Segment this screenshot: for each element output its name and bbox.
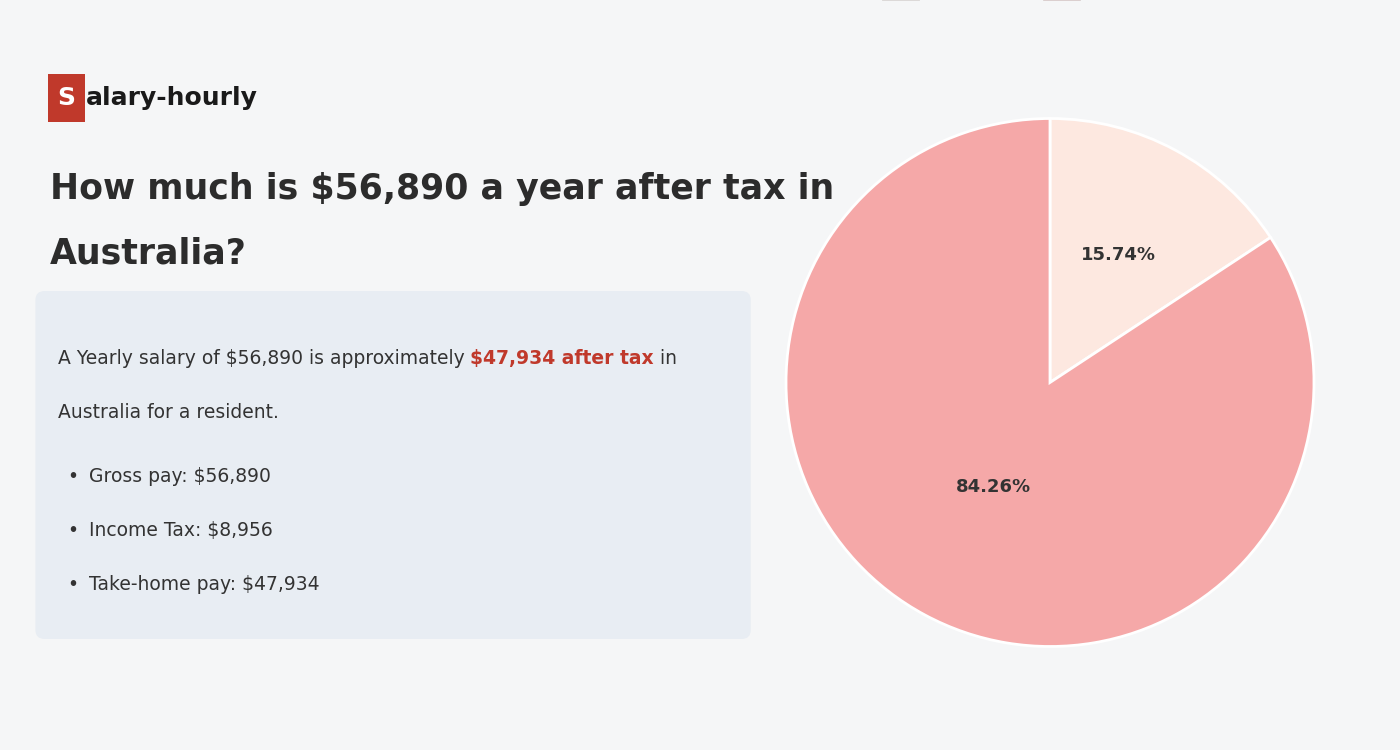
Text: •: • (67, 575, 78, 594)
Wedge shape (785, 118, 1315, 646)
Legend: Income Tax, Take-home Pay: Income Tax, Take-home Pay (876, 0, 1224, 7)
Text: Gross pay: $56,890: Gross pay: $56,890 (88, 467, 270, 486)
Text: A Yearly salary of $56,890 is approximately: A Yearly salary of $56,890 is approximat… (57, 349, 470, 368)
Text: Australia for a resident.: Australia for a resident. (57, 404, 279, 422)
Text: 15.74%: 15.74% (1081, 246, 1156, 264)
FancyBboxPatch shape (35, 291, 750, 639)
Text: Income Tax: $8,956: Income Tax: $8,956 (88, 521, 272, 540)
Text: •: • (67, 521, 78, 540)
Text: •: • (67, 467, 78, 486)
Wedge shape (1050, 118, 1271, 382)
FancyBboxPatch shape (48, 74, 85, 122)
Text: How much is $56,890 a year after tax in: How much is $56,890 a year after tax in (50, 172, 834, 206)
Text: alary-hourly: alary-hourly (85, 86, 258, 110)
Text: $47,934 after tax: $47,934 after tax (470, 349, 654, 368)
Text: Australia?: Australia? (50, 236, 246, 270)
Text: 84.26%: 84.26% (956, 478, 1032, 496)
Text: Take-home pay: $47,934: Take-home pay: $47,934 (88, 575, 319, 594)
Text: S: S (57, 86, 76, 110)
Text: in: in (654, 349, 678, 368)
